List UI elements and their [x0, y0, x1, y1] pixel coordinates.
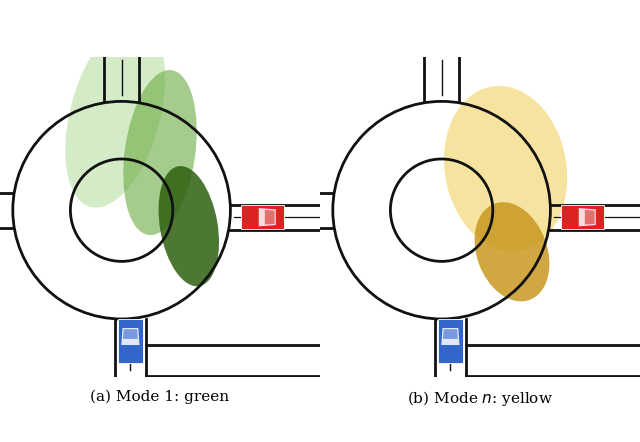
Polygon shape: [241, 205, 284, 229]
Polygon shape: [123, 329, 138, 339]
Ellipse shape: [124, 70, 196, 235]
Ellipse shape: [159, 166, 219, 286]
Polygon shape: [118, 320, 143, 363]
Text: (a) Mode 1: green: (a) Mode 1: green: [90, 389, 230, 404]
Polygon shape: [579, 208, 596, 226]
Polygon shape: [443, 329, 458, 339]
Ellipse shape: [65, 21, 165, 208]
Polygon shape: [442, 328, 460, 345]
Polygon shape: [585, 210, 595, 225]
Polygon shape: [259, 208, 276, 226]
Text: (b) Mode $n$: yellow: (b) Mode $n$: yellow: [407, 389, 553, 408]
Ellipse shape: [444, 86, 567, 251]
Polygon shape: [122, 328, 140, 345]
Polygon shape: [265, 210, 275, 225]
Polygon shape: [438, 320, 463, 363]
Ellipse shape: [475, 202, 549, 301]
Polygon shape: [561, 205, 604, 229]
